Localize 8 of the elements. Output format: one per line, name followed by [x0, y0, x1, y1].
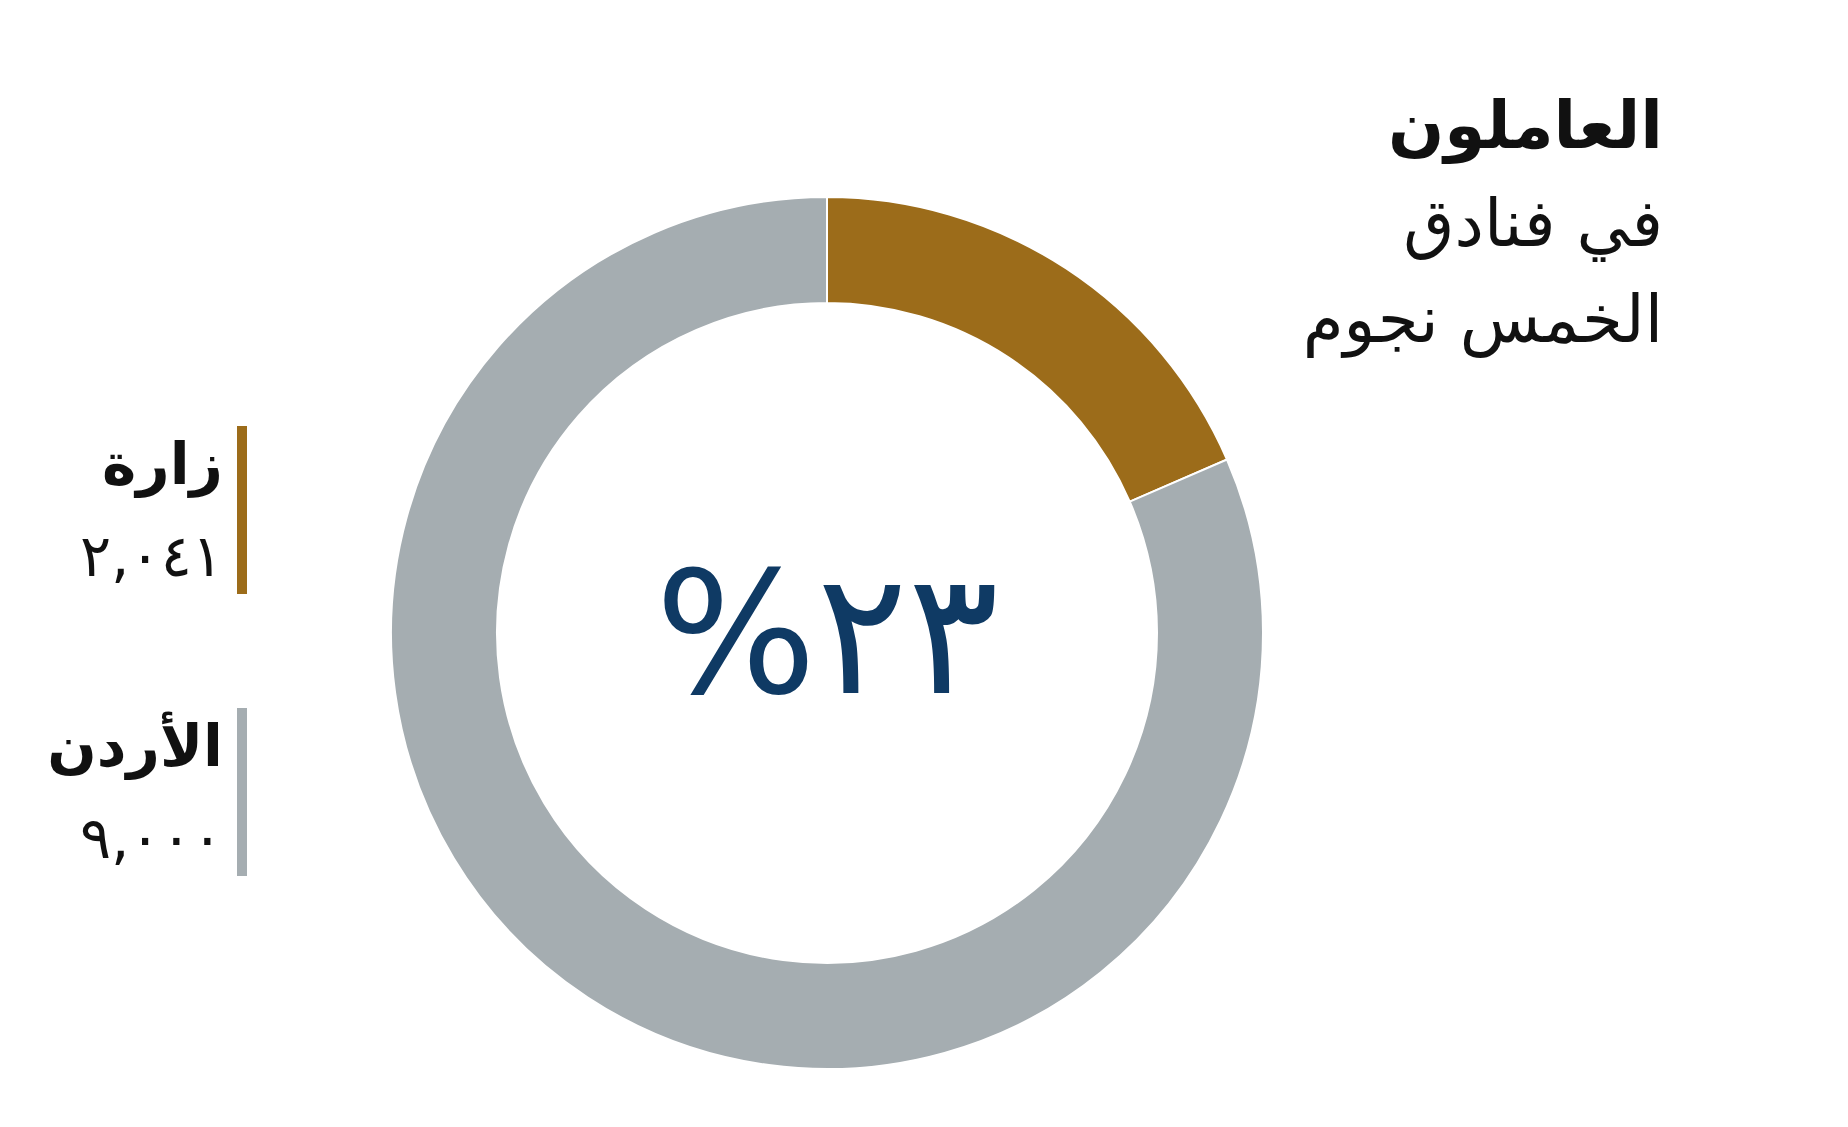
text: العاملون [1388, 87, 1663, 165]
text: ٢٣% [654, 535, 1000, 733]
legend-label: زارة [102, 430, 223, 498]
data-label: ٢,٠٤١ [79, 522, 223, 590]
text: في فنادق الخمس نجوم [1302, 185, 1663, 358]
donut-slice [390, 196, 1264, 1070]
legend-label: الأردن [47, 711, 223, 780]
data-label: ٩,٠٠٠ [79, 804, 223, 872]
